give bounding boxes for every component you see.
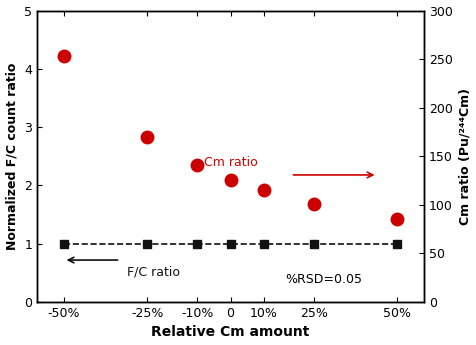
Y-axis label: Cm ratio (Pu/²⁴⁴Cm): Cm ratio (Pu/²⁴⁴Cm) bbox=[457, 88, 470, 225]
Y-axis label: Normalized F/C count ratio: Normalized F/C count ratio bbox=[6, 62, 19, 250]
Text: Cm ratio: Cm ratio bbox=[203, 156, 257, 169]
Text: F/C ratio: F/C ratio bbox=[127, 266, 180, 279]
Text: %RSD=0.05: %RSD=0.05 bbox=[285, 273, 362, 286]
X-axis label: Relative Cm amount: Relative Cm amount bbox=[151, 325, 309, 339]
